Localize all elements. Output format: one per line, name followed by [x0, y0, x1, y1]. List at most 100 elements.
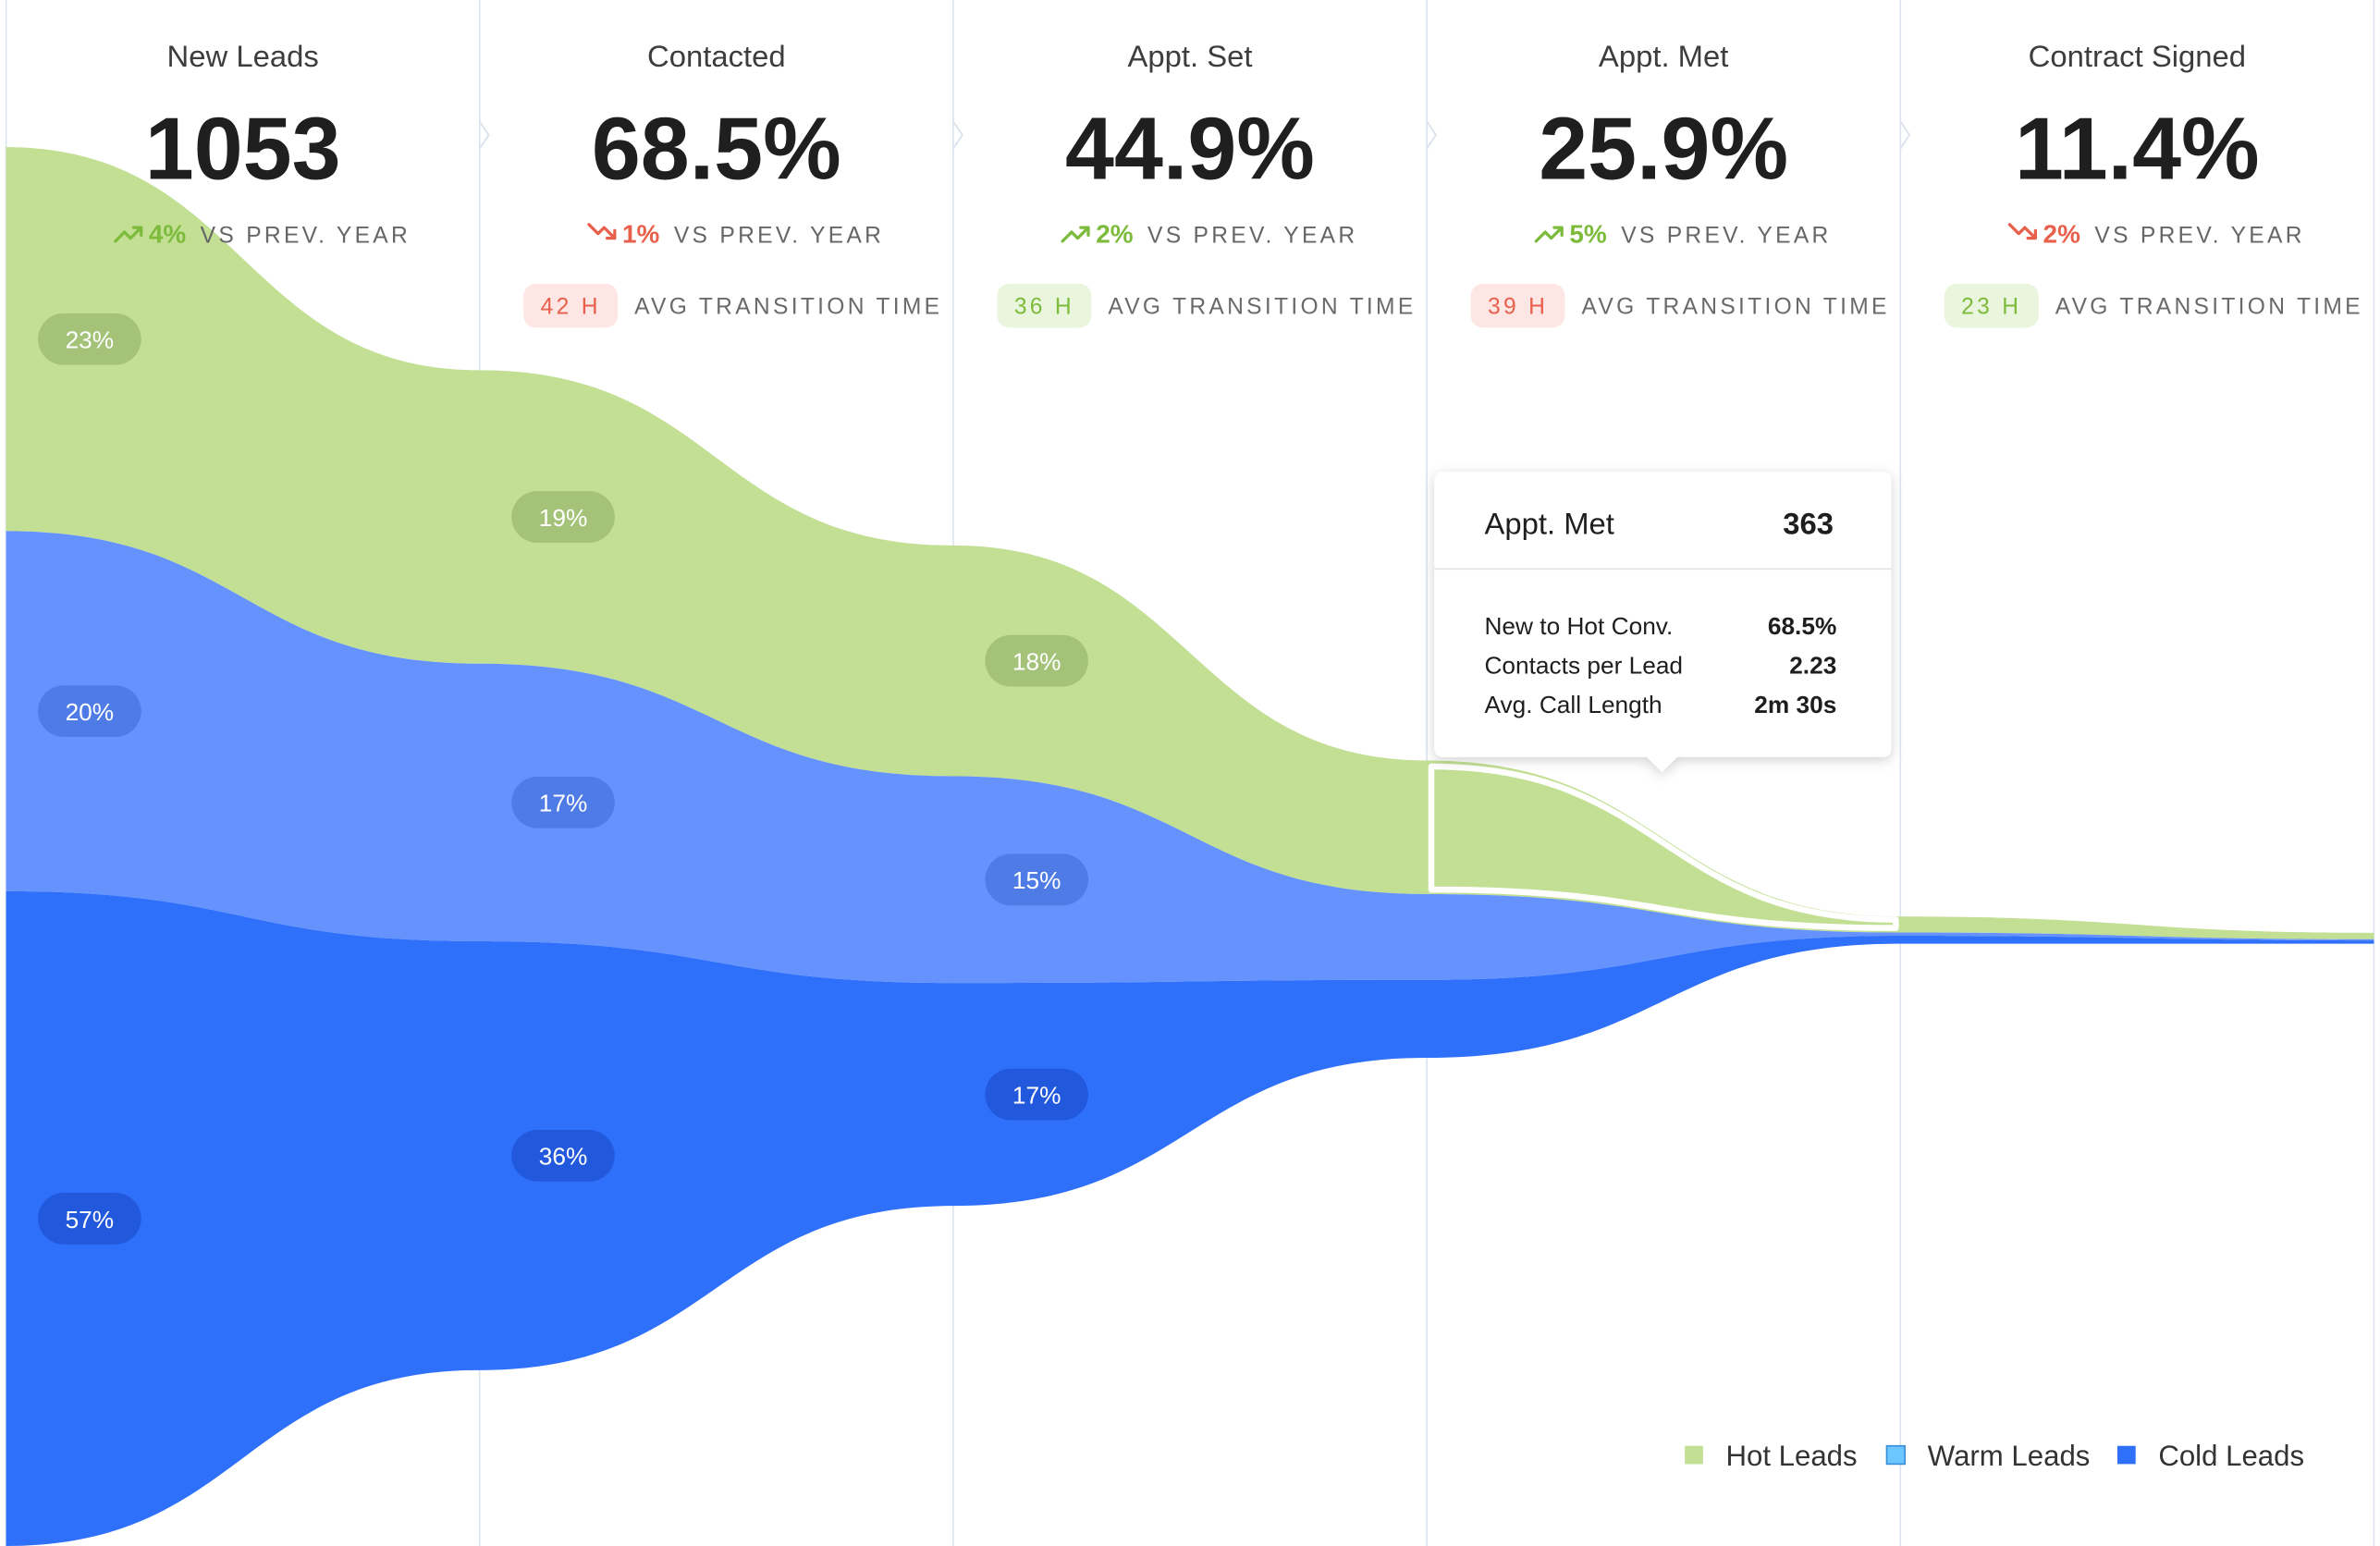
- tooltip-row-value: 2m 30s: [1754, 691, 1836, 718]
- legend-swatch: [1685, 1445, 1703, 1465]
- segment-label: 17%: [985, 1068, 1089, 1121]
- stage-value: 11.4%: [2015, 101, 2260, 199]
- tooltip-title: Appt. Met: [1484, 507, 1613, 541]
- avg-time-value: 23 H: [1961, 295, 2021, 320]
- stage-header-appt-met: Appt. Met 25.9% 5% VS PREV. YEAR 39 H AVG TRA…: [1470, 39, 1890, 328]
- stage-header-appt-set: Appt. Set 44.9% 2% VS PREV. YEAR 36 H AVG TRA…: [997, 39, 1416, 328]
- legend: Hot Leads Warm Leads Cold Leads: [1685, 1440, 2304, 1472]
- cold-leads-area: [6, 890, 2374, 1546]
- segment-label-text: 18%: [1012, 648, 1061, 676]
- segment-label-text: 19%: [539, 504, 588, 532]
- change-row: 2% VS PREV. YEAR: [1061, 220, 1357, 249]
- segment-label-pill: [985, 1068, 1089, 1121]
- segment-label: 18%: [985, 634, 1089, 687]
- avg-time-badge: [997, 283, 1092, 328]
- change-row: 1% VS PREV. YEAR: [587, 220, 884, 249]
- change-row: 5% VS PREV. YEAR: [1534, 220, 1831, 249]
- segment-label-text: 23%: [66, 326, 115, 354]
- avg-time-label: AVG TRANSITION TIME: [2055, 295, 2363, 320]
- segment-label-text: 36%: [539, 1143, 588, 1171]
- change-value: 2%: [1096, 220, 1134, 249]
- tooltip-row-label: New to Hot Conv.: [1484, 612, 1673, 640]
- legend-item-hot-leads[interactable]: Hot Leads: [1685, 1440, 1858, 1472]
- stage-title: Appt. Set: [1127, 39, 1252, 73]
- stage-title: New Leads: [167, 39, 319, 73]
- tooltip-row-label: Avg. Call Length: [1484, 691, 1662, 718]
- hot-leads-area: [6, 147, 2374, 939]
- legend-label: Hot Leads: [1725, 1440, 1857, 1472]
- chevron-right-icon: [1899, 120, 1911, 150]
- avg-transition-time: 42 H AVG TRANSITION TIME: [523, 283, 942, 328]
- tooltip: Appt. Met 363 New to Hot Conv. 68.5% Contact…: [1434, 472, 1892, 773]
- avg-transition-time: 23 H AVG TRANSITION TIME: [1944, 283, 2363, 328]
- segment-label-pill: [511, 491, 615, 543]
- change-row: 4% VS PREV. YEAR: [114, 220, 411, 249]
- segment-label-pill: [511, 776, 615, 828]
- avg-transition-time: 36 H AVG TRANSITION TIME: [997, 283, 1416, 328]
- stage-value: 25.9%: [1539, 101, 1788, 199]
- segment-label: 23%: [38, 313, 141, 365]
- segment-label-pill: [38, 313, 141, 365]
- vs-prev-year-label: VS PREV. YEAR: [1621, 224, 1831, 249]
- change-value: 4%: [149, 220, 187, 249]
- segment-label-pill: [511, 1130, 615, 1182]
- chevron-right-icon: [478, 120, 490, 150]
- legend-item-warm-leads[interactable]: Warm Leads: [1885, 1440, 2091, 1472]
- stage-value: 1053: [145, 101, 341, 199]
- segment-label: 19%: [511, 491, 615, 543]
- stage-title: Contract Signed: [2029, 39, 2246, 73]
- stage-value: 68.5%: [592, 101, 841, 199]
- tooltip-row-value: 2.23: [1789, 652, 1836, 680]
- segment-label-pill: [985, 853, 1089, 906]
- vs-prev-year-label: VS PREV. YEAR: [2094, 224, 2304, 249]
- segment-label: 20%: [38, 685, 141, 738]
- trend-down-icon: [2007, 223, 2038, 240]
- segment-label: 57%: [38, 1193, 141, 1245]
- segment-label-pill: [38, 685, 141, 738]
- trend-up-icon: [114, 226, 143, 243]
- tooltip-panel: [1434, 472, 1892, 773]
- stage-value: 44.9%: [1065, 101, 1315, 199]
- stage-header-new-leads: New Leads 1053 4% VS PREV. YEAR: [114, 39, 411, 249]
- legend-item-cold-leads[interactable]: Cold Leads: [2117, 1440, 2304, 1472]
- warm-leads-area: [6, 531, 2374, 984]
- chevron-right-icon: [952, 120, 963, 150]
- vs-prev-year-label: VS PREV. YEAR: [674, 224, 884, 249]
- stage-title: Appt. Met: [1599, 39, 1728, 73]
- trend-up-icon: [1061, 226, 1090, 243]
- tooltip-row-value: 68.5%: [1768, 612, 1836, 640]
- tooltip-value: 363: [1783, 507, 1834, 541]
- change-value: 2%: [2043, 220, 2081, 249]
- segment-label-text: 17%: [539, 790, 588, 817]
- vs-prev-year-label: VS PREV. YEAR: [201, 224, 411, 249]
- stage-title: Contacted: [647, 39, 786, 73]
- chevron-right-icon: [1426, 120, 1438, 150]
- segment-label-text: 20%: [66, 698, 115, 726]
- legend-label: Cold Leads: [2158, 1440, 2304, 1472]
- trend-up-icon: [1534, 226, 1564, 243]
- avg-time-label: AVG TRANSITION TIME: [1108, 295, 1416, 320]
- legend-label: Warm Leads: [1928, 1440, 2091, 1472]
- avg-time-badge: [1470, 283, 1565, 328]
- segment-label-pill: [38, 1193, 141, 1245]
- avg-time-value: 39 H: [1488, 295, 1548, 320]
- vs-prev-year-label: VS PREV. YEAR: [1147, 224, 1357, 249]
- stage-header-contract-signed: Contract Signed 11.4% 2% VS PREV. YEAR 23 H A…: [1944, 39, 2363, 328]
- trend-down-icon: [587, 223, 617, 240]
- segment-label-pill: [985, 634, 1089, 687]
- avg-transition-time: 39 H AVG TRANSITION TIME: [1470, 283, 1890, 328]
- avg-time-label: AVG TRANSITION TIME: [634, 295, 942, 320]
- avg-time-badge: [523, 283, 619, 328]
- avg-time-badge: [1944, 283, 2039, 328]
- avg-time-value: 36 H: [1014, 295, 1074, 320]
- segment-label: 15%: [985, 853, 1089, 906]
- segment-label-text: 57%: [66, 1206, 115, 1233]
- avg-time-label: AVG TRANSITION TIME: [1582, 295, 1890, 320]
- change-value: 5%: [1569, 220, 1607, 249]
- highlighted-segment[interactable]: [1428, 763, 1899, 931]
- segment-label: 36%: [511, 1130, 615, 1182]
- segment-label-text: 15%: [1012, 866, 1061, 894]
- segment-label-text: 17%: [1012, 1082, 1061, 1110]
- tooltip-row-label: Contacts per Lead: [1484, 652, 1683, 680]
